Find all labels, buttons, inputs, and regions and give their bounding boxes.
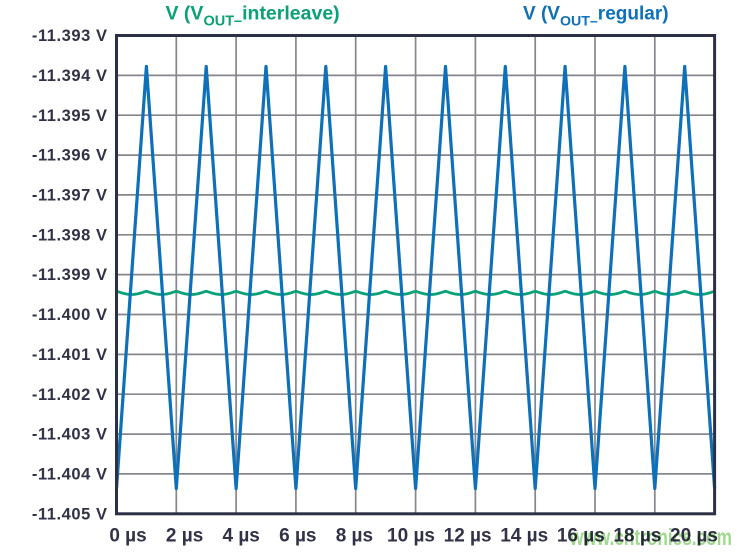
svg-text:16 µs: 16 µs bbox=[557, 526, 605, 547]
svg-text:-11.393 V: -11.393 V bbox=[32, 27, 108, 45]
svg-text:2 µs: 2 µs bbox=[166, 526, 203, 547]
svg-text:-11.399 V: -11.399 V bbox=[32, 266, 108, 284]
svg-text:20 µs: 20 µs bbox=[670, 526, 718, 547]
svg-text:10 µs: 10 µs bbox=[387, 526, 435, 547]
svg-text:-11.404 V: -11.404 V bbox=[32, 466, 108, 484]
svg-text:-11.398 V: -11.398 V bbox=[32, 226, 108, 244]
svg-text:12 µs: 12 µs bbox=[444, 526, 492, 547]
svg-text:14 µs: 14 µs bbox=[500, 526, 548, 547]
svg-text:-11.395 V: -11.395 V bbox=[32, 107, 108, 125]
svg-text:-11.400 V: -11.400 V bbox=[32, 306, 108, 324]
svg-text:-11.396 V: -11.396 V bbox=[32, 147, 108, 165]
svg-text:8 µs: 8 µs bbox=[336, 526, 373, 547]
svg-text:-11.403 V: -11.403 V bbox=[32, 426, 108, 444]
svg-text:-11.397 V: -11.397 V bbox=[32, 187, 108, 205]
svg-text:-11.402 V: -11.402 V bbox=[32, 386, 108, 404]
svg-text:6 µs: 6 µs bbox=[279, 526, 316, 547]
svg-text:www.cntronics.com: www.cntronics.com bbox=[569, 524, 732, 550]
svg-text:-11.394 V: -11.394 V bbox=[32, 67, 108, 85]
svg-text:-11.401 V: -11.401 V bbox=[32, 346, 108, 364]
svg-text:0 µs: 0 µs bbox=[109, 526, 146, 547]
svg-text:18 µs: 18 µs bbox=[613, 526, 661, 547]
svg-text:4 µs: 4 µs bbox=[223, 526, 260, 547]
svg-text:-11.405 V: -11.405 V bbox=[32, 505, 108, 523]
